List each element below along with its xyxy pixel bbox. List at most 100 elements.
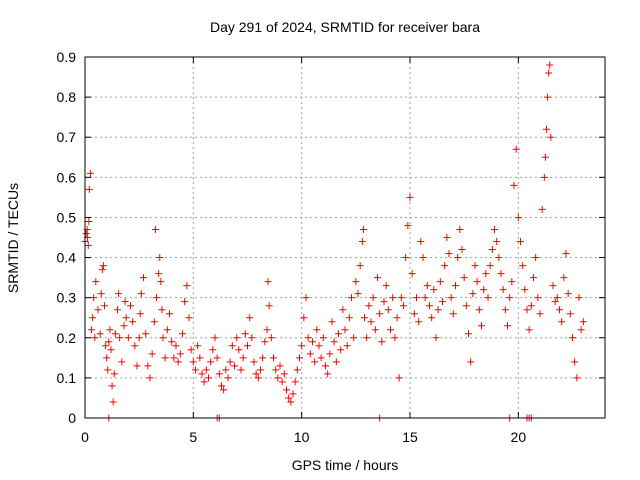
data-point bbox=[538, 205, 546, 213]
data-point bbox=[276, 362, 284, 370]
data-point bbox=[488, 246, 496, 254]
data-point bbox=[382, 282, 390, 290]
data-point bbox=[443, 234, 451, 241]
data-point bbox=[434, 306, 442, 314]
y-tick-labels: 0 0.1 0.2 0.3 0.4 0.5 0.6 0.7 0.8 0.9 bbox=[57, 49, 77, 426]
data-points bbox=[81, 61, 587, 422]
data-point bbox=[192, 366, 199, 374]
data-point bbox=[270, 354, 277, 362]
data-point bbox=[510, 181, 518, 189]
data-point bbox=[187, 346, 195, 354]
data-point bbox=[218, 382, 225, 390]
data-point bbox=[354, 290, 362, 298]
data-point bbox=[129, 318, 137, 326]
data-point bbox=[504, 322, 511, 330]
data-point bbox=[413, 294, 420, 302]
data-point bbox=[393, 314, 401, 322]
data-point bbox=[458, 246, 466, 254]
data-point bbox=[571, 358, 579, 366]
data-point bbox=[263, 326, 271, 334]
data-point bbox=[274, 374, 282, 382]
data-point bbox=[361, 314, 368, 322]
y-tick-label: 0.7 bbox=[57, 129, 77, 145]
data-point bbox=[127, 302, 134, 310]
data-point bbox=[486, 262, 494, 270]
data-point bbox=[521, 286, 529, 294]
data-point bbox=[339, 306, 347, 314]
data-point bbox=[86, 169, 94, 177]
data-point bbox=[82, 229, 90, 237]
data-point bbox=[283, 386, 290, 394]
data-point bbox=[306, 350, 314, 358]
data-point bbox=[545, 69, 553, 77]
data-point bbox=[514, 213, 522, 221]
data-point bbox=[493, 238, 501, 246]
data-point bbox=[426, 302, 433, 310]
data-point bbox=[374, 274, 381, 282]
data-point bbox=[166, 310, 173, 318]
data-point bbox=[144, 362, 152, 370]
data-point bbox=[428, 314, 436, 322]
data-point bbox=[348, 294, 355, 302]
data-point bbox=[109, 398, 117, 406]
data-point bbox=[577, 326, 585, 334]
data-point bbox=[549, 282, 557, 290]
x-tick-label: 15 bbox=[402, 429, 418, 445]
data-point bbox=[556, 306, 563, 314]
data-point bbox=[300, 314, 308, 322]
plot-frame bbox=[84, 56, 606, 419]
data-point bbox=[228, 342, 236, 350]
data-point bbox=[233, 334, 241, 342]
data-point bbox=[103, 354, 111, 362]
data-point bbox=[546, 61, 554, 69]
data-point bbox=[179, 330, 186, 338]
data-point bbox=[92, 278, 100, 286]
x-tick-label: 0 bbox=[81, 429, 89, 445]
data-point bbox=[404, 221, 412, 229]
data-point bbox=[116, 334, 124, 342]
data-point bbox=[397, 294, 405, 302]
x-axis-label: GPS time / hours bbox=[292, 457, 399, 473]
data-point bbox=[220, 386, 228, 394]
data-point bbox=[478, 322, 485, 330]
data-point bbox=[573, 374, 581, 382]
data-point bbox=[172, 342, 180, 350]
data-point bbox=[335, 330, 342, 338]
y-tick-label: 0.4 bbox=[57, 250, 77, 266]
y-tick-label: 0 bbox=[68, 410, 76, 426]
data-point bbox=[564, 290, 572, 298]
data-point bbox=[378, 338, 386, 346]
data-point bbox=[108, 382, 116, 390]
y-tick-label: 0.9 bbox=[57, 49, 77, 65]
data-point bbox=[170, 354, 178, 362]
data-point bbox=[250, 358, 258, 366]
data-point bbox=[369, 294, 377, 302]
data-point bbox=[560, 274, 568, 282]
data-point bbox=[161, 354, 169, 362]
data-point bbox=[467, 358, 475, 366]
data-point bbox=[454, 254, 462, 262]
data-point bbox=[158, 306, 166, 314]
data-point bbox=[395, 374, 403, 382]
data-point bbox=[391, 334, 399, 342]
data-point bbox=[101, 302, 108, 310]
data-point bbox=[558, 318, 566, 326]
data-point bbox=[536, 310, 544, 318]
data-point bbox=[304, 334, 312, 342]
data-point bbox=[248, 334, 256, 342]
data-point bbox=[121, 298, 129, 306]
y-axis-label: SRMTID / TECUs bbox=[5, 183, 21, 293]
data-point bbox=[517, 238, 524, 246]
data-point bbox=[324, 370, 332, 378]
data-point bbox=[315, 342, 323, 350]
data-point bbox=[280, 370, 288, 378]
data-point bbox=[579, 318, 587, 326]
data-point bbox=[205, 374, 212, 382]
data-point bbox=[419, 254, 427, 262]
data-point bbox=[213, 354, 221, 362]
data-point bbox=[209, 346, 217, 354]
data-point bbox=[328, 318, 336, 326]
data-point bbox=[106, 326, 114, 334]
data-point bbox=[174, 358, 182, 366]
